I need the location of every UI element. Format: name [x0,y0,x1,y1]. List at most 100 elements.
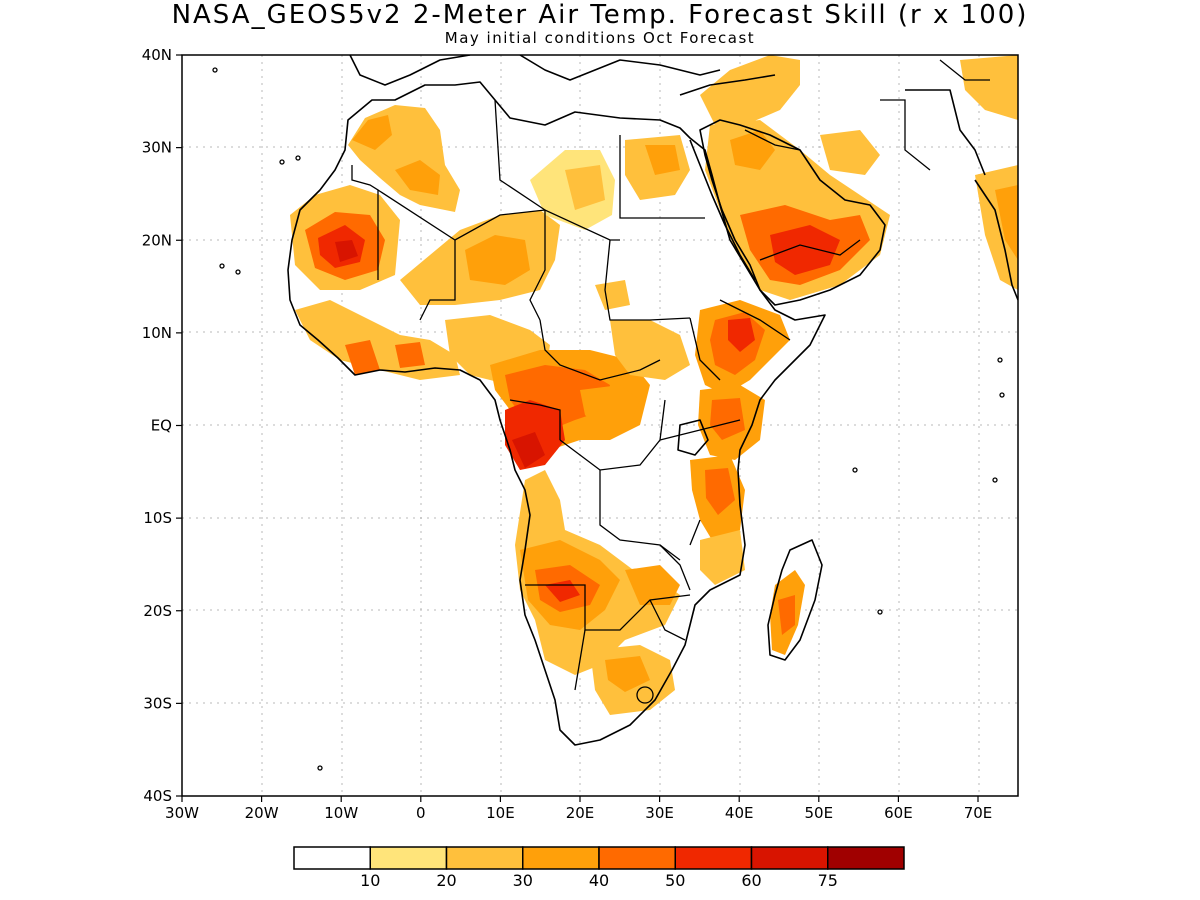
coastlines [287,55,1018,746]
x-axis-labels: 30W 20W 10W 0 10E 20E 30E 40E 50E 60E 70E [165,804,992,822]
map-subtitle: May initial conditions Oct Forecast [444,29,756,47]
skill-region-egypt-core [645,145,680,175]
x-tick-label: 30E [645,804,674,822]
skill-region-congo-east [580,385,640,430]
map-title: NASA_GEOS5v2 2-Meter Air Temp. Forecast … [171,0,1029,30]
border-line [659,544,691,591]
skill-region-northeast [960,55,1018,120]
y-tick-label: 20S [143,602,172,620]
colorbar-swatch [598,846,676,870]
island [852,467,858,473]
skill-region-mozambique [700,530,745,585]
skill-shading [290,55,1018,715]
island [279,159,285,165]
skill-region-sahara-core [565,165,605,210]
colorbar-label: 10 [360,871,380,890]
colorbar-label: 75 [818,871,838,890]
skill-region-madagascar-core [778,595,795,635]
y-tick-label: 40S [143,787,172,805]
colorbar-swatch [369,846,448,870]
europe-coastline [349,55,471,86]
red-sea-coast [689,139,756,281]
africa-coastline [287,81,826,746]
axis-ticks [176,54,979,802]
skill-region-tanzania-core [705,468,735,515]
colorbar-swatch [750,846,829,870]
island [999,392,1005,398]
island [997,357,1003,363]
india-coastline [974,179,1018,301]
y-tick-label: 30S [143,694,172,712]
skill-region-south-sudan [610,320,690,380]
island [877,609,883,615]
colorbar-swatch [674,846,753,870]
skill-region-south-africa-core [605,656,650,692]
colorbar-swatch [445,846,524,870]
colorbar-label: 20 [436,871,456,890]
skill-region-mauritania-peak [335,240,358,262]
skill-region-west-coast-core [395,342,425,368]
europe-coastline [519,55,721,81]
country-borders [351,59,990,691]
island [219,263,225,269]
border-line [939,59,990,81]
border-line [719,299,791,341]
x-tick-label: 60E [884,804,913,822]
skill-region-sudan-patch [595,280,630,310]
arabia-coastline [699,119,886,306]
lake-victoria [677,419,709,456]
x-tick-label: 10E [486,804,515,822]
island [295,155,301,161]
x-tick-label: 0 [416,804,426,822]
skill-region-levant [700,55,800,125]
y-tick-label: 40N [142,46,172,64]
border-line [659,419,741,441]
skill-region-northwest-core [395,160,440,195]
skill-region-zambia [625,565,680,605]
skill-region-arabia-core [770,225,840,275]
madagascar-coastline [767,539,823,661]
colorbar-swatch [522,846,600,870]
x-tick-label: 70E [964,804,993,822]
colorbar-label: 30 [513,871,533,890]
y-tick-label: 30N [142,139,172,157]
asia-coastline [905,89,986,176]
skill-region-india-core [995,185,1018,260]
border-line [494,99,546,211]
island [992,477,998,483]
skill-region-sahel-core [465,235,530,285]
colorbar: 10 20 30 40 50 60 75 [293,846,905,890]
border-line [559,399,666,471]
colorbar-swatch [293,846,371,870]
colorbar-swatch [827,846,905,870]
island [636,686,654,704]
x-tick-label: 30W [165,804,199,822]
colorbar-label: 50 [665,871,685,890]
skill-region-west-coast-core [345,340,380,375]
island [212,67,218,73]
y-tick-label: 10N [142,324,172,342]
border-line [419,240,456,321]
y-axis-labels: 40N 30N 20N 10N EQ 10S 20S 30S 40S [142,46,172,805]
border-line [759,239,861,261]
skill-region-ethiopia-core [728,318,755,352]
border-line [529,210,546,321]
border-line [351,165,379,280]
small-islands [212,67,1005,771]
border-line [377,189,620,241]
y-tick-label: 10S [143,509,172,527]
border-line [574,629,586,691]
border-line [619,135,705,219]
border-line [689,317,721,381]
border-line [744,129,801,151]
x-tick-label: 10W [324,804,358,822]
skill-region-gabon-core [512,432,545,468]
colorbar-label: 60 [741,871,761,890]
turkey-coastline [679,74,776,96]
x-tick-label: 50E [805,804,834,822]
skill-region-iran [820,130,880,175]
skill-region-kenya-core [710,398,745,440]
border-line [539,319,661,381]
border-line [649,599,686,641]
